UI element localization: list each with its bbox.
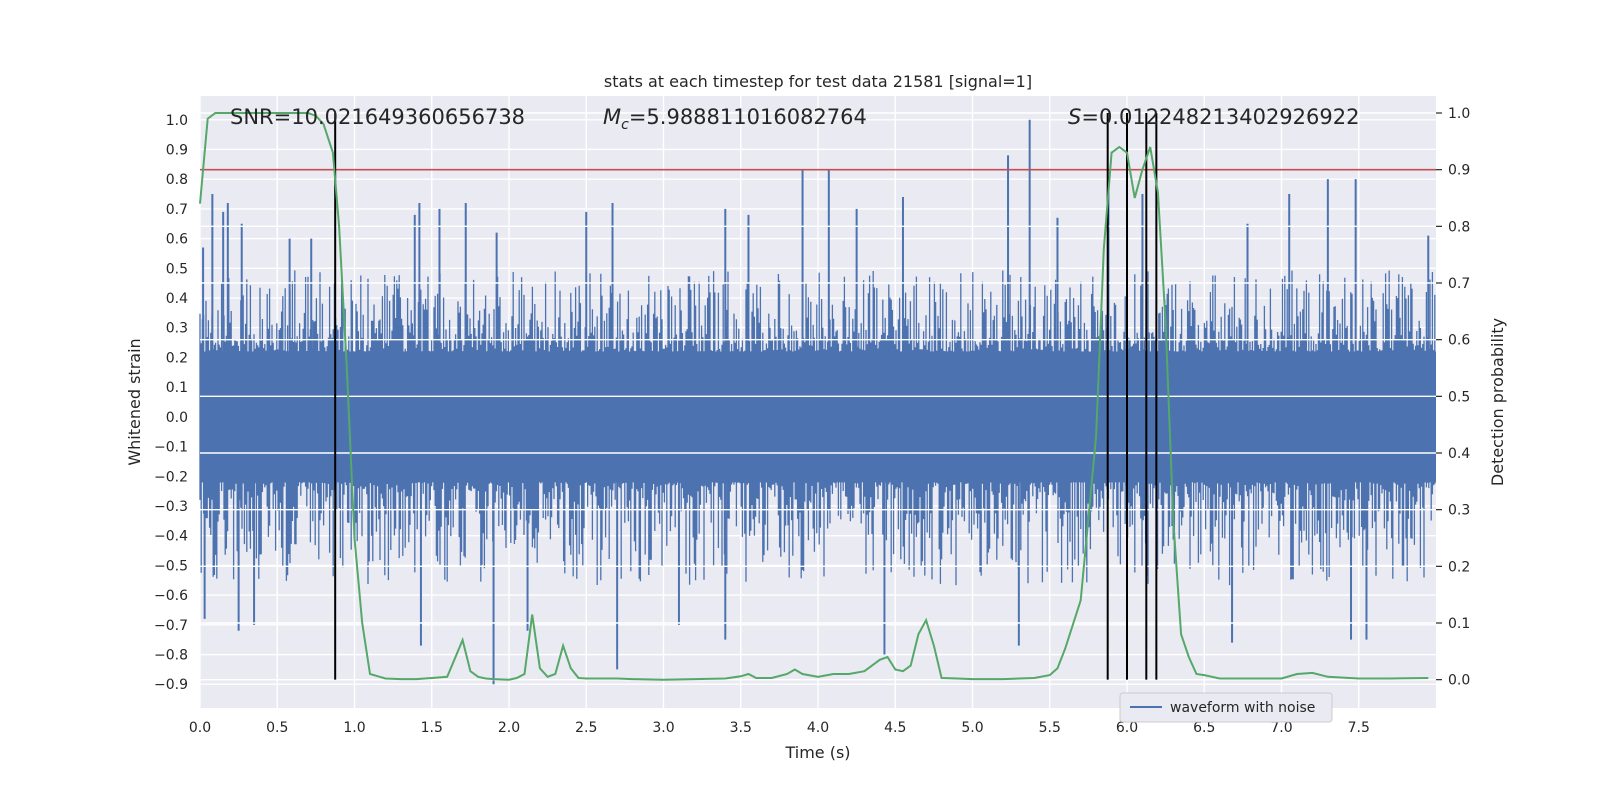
x-tick-label: 1.5 [421, 720, 443, 736]
mc-symbol: M [603, 105, 621, 129]
y-tick-label: 0.1 [166, 380, 188, 396]
x-tick-label: 7.5 [1348, 720, 1370, 736]
chart-title: stats at each timestep for test data 215… [604, 72, 1032, 91]
chirp-mass-annotation: Mc=5.988811016082764 [603, 105, 867, 133]
right-y-tick-label: 0.5 [1448, 389, 1470, 405]
y-tick-label: −0.7 [154, 618, 188, 634]
x-tick-label: 3.5 [730, 720, 752, 736]
y-tick-label: 0.7 [166, 202, 188, 218]
y-tick-label: −0.8 [154, 648, 188, 664]
legend: waveform with noise [1119, 692, 1333, 723]
x-tick-label: 6.5 [1193, 720, 1215, 736]
right-y-tick-labels: 1.0 0.9 0.8 0.7 0.6 0.5 0.4 0.3 0.2 0.1 0.0 [1436, 106, 1470, 689]
x-tick-label: 3.0 [652, 720, 674, 736]
y-tick-label: −0.5 [154, 558, 188, 574]
y-tick-label: 0.0 [166, 410, 188, 426]
x-tick-label: 7.0 [1270, 720, 1292, 736]
y-tick-label: −0.4 [154, 529, 188, 545]
x-tick-label: 0.0 [189, 720, 211, 736]
waveform-series [199, 119, 1436, 685]
legend-box [1119, 692, 1333, 723]
x-tick-label: 5.0 [961, 720, 983, 736]
y-tick-label: 0.2 [166, 350, 188, 366]
y-axis-title: Whitened strain [125, 338, 144, 465]
right-y-tick-label: 0.1 [1448, 616, 1470, 632]
right-y-tick-label: 0.6 [1448, 333, 1470, 349]
y-tick-label: 0.8 [166, 172, 188, 188]
x-tick-label: 1.0 [343, 720, 365, 736]
y-tick-label: −0.1 [154, 440, 188, 456]
right-y-tick-label: 0.4 [1448, 446, 1470, 462]
x-tick-label: 2.0 [498, 720, 520, 736]
right-y-axis-title: Detection probability [1488, 318, 1507, 486]
right-y-tick-label: 0.3 [1448, 503, 1470, 519]
right-y-tick-label: 0.8 [1448, 219, 1470, 235]
right-gridlines [200, 112, 1436, 681]
detection-probability-series [199, 112, 1429, 681]
x-tick-label: 5.5 [1039, 720, 1061, 736]
right-y-tick-label: 0.9 [1448, 163, 1470, 179]
mc-subscript: c [621, 117, 629, 133]
mc-value: =5.988811016082764 [629, 105, 867, 129]
s-symbol: S [1068, 105, 1081, 129]
y-tick-label: 1.0 [166, 113, 188, 129]
x-axis-title: Time (s) [784, 743, 850, 762]
x-tick-label: 0.5 [266, 720, 288, 736]
legend-label: waveform with noise [1170, 700, 1315, 716]
y-tick-label: 0.4 [166, 291, 188, 307]
s-value: =0.012248213402926922 [1081, 105, 1359, 129]
x-tick-label: 6.0 [1116, 720, 1138, 736]
y-tick-label: 0.5 [166, 261, 188, 277]
y-tick-label: −0.2 [154, 469, 188, 485]
y-tick-label: −0.3 [154, 499, 188, 515]
s-annotation: S=0.012248213402926922 [1068, 105, 1359, 129]
right-y-tick-label: 0.7 [1448, 276, 1470, 292]
x-tick-label: 4.5 [884, 720, 906, 736]
snr-annotation: SNR=10.021649360656738 [230, 105, 525, 129]
x-tick-label: 4.0 [807, 720, 829, 736]
right-y-tick-label: 1.0 [1448, 106, 1470, 122]
y-tick-label: 0.6 [166, 232, 188, 248]
x-tick-label: 2.5 [575, 720, 597, 736]
y-tick-label: −0.9 [154, 677, 188, 693]
right-y-tick-label: 0.2 [1448, 559, 1470, 575]
x-tick-labels: 0.0 0.5 1.0 1.5 2.0 2.5 3.0 3.5 4.0 4.5 5.0 5.5 6.0 6… [189, 720, 1370, 736]
right-y-tick-label: 0.0 [1448, 673, 1470, 689]
y-tick-label: 0.3 [166, 321, 188, 337]
y-tick-label: 0.9 [166, 142, 188, 158]
y-tick-label: −0.6 [154, 588, 188, 604]
y-tick-labels: 1.0 0.9 0.8 0.7 0.6 0.5 0.4 0.3 0.2 0.1 0.0 −0.1 −0.… [154, 113, 188, 693]
